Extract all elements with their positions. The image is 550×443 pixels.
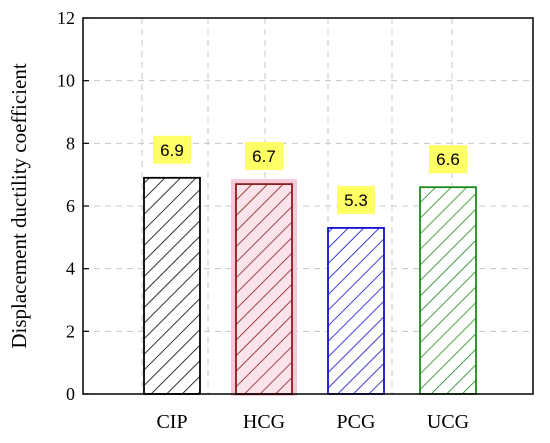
data-label-cip: 6.9: [160, 141, 184, 160]
x-category-label: PCG: [337, 411, 376, 433]
y-tick-label: 4: [66, 259, 75, 279]
bar-cip: [143, 176, 201, 395]
y-tick-label: 10: [57, 71, 75, 91]
data-label-background: [153, 135, 191, 164]
data-label-pcg: 5.3: [344, 191, 368, 210]
y-axis-title: Displacement ductility coefficient: [7, 63, 31, 349]
bar-hcg: [235, 183, 293, 395]
y-tick-label: 2: [66, 321, 75, 341]
y-tick-label: 6: [66, 196, 75, 216]
data-label-background: [337, 185, 375, 214]
x-category-label: CIP: [156, 411, 187, 433]
y-tick-label: 8: [66, 133, 75, 153]
x-category-label: UCG: [427, 411, 469, 433]
bars: [143, 176, 477, 396]
data-label-ucg: 6.6: [436, 150, 460, 169]
x-axis-category-labels: CIP HCG PCG UCG: [156, 411, 469, 433]
data-labels: 6.9 6.7 5.3 6.6: [153, 135, 467, 214]
data-label-hcg: 6.7: [252, 147, 276, 166]
data-label-background: [245, 142, 283, 171]
bar-pcg: [327, 227, 385, 395]
y-tick-label: 12: [57, 8, 75, 28]
data-label-background: [429, 145, 467, 174]
bar-ucg: [419, 186, 477, 395]
y-axis-ticks: 0 2 4 6 8 10 12: [57, 8, 89, 404]
x-category-label: HCG: [243, 411, 285, 433]
y-tick-label: 0: [66, 384, 75, 404]
